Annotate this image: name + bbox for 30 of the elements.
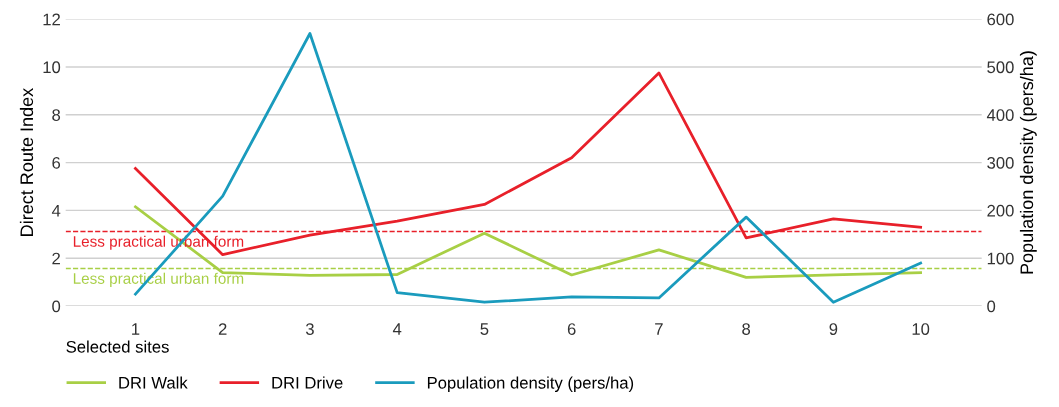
y2-tick-label: 500 [987,61,1014,74]
y2-tick-label: 300 [987,157,1014,169]
y-tick-label: 4 [51,204,61,217]
legend-label: Population density (pers/ha) [427,376,634,392]
y-tick-label: 8 [52,109,61,121]
x-tick-label: 8 [742,323,751,335]
x-tick-label: 4 [392,323,402,335]
y2-tick-label: 400 [986,109,1014,121]
x-tick-label: 10 [912,323,930,335]
y-axis-title: Direct Route Index [19,88,34,236]
y2-axis-title: Population density (pers/ha) [1019,51,1037,274]
x-tick-label: 6 [567,323,576,335]
y2-tick-label: 100 [987,252,1014,265]
legend-label: DRI Drive [272,376,343,389]
y2-tick-label: 600 [987,13,1014,26]
x-tick-label: 5 [480,323,489,335]
y-tick-label: 12 [43,13,60,26]
y2-tick-label: 0 [987,300,996,313]
x-tick-label: 1 [132,323,140,335]
x-tick-label: 3 [305,323,314,335]
legend-label: DRI Walk [119,376,188,389]
y2-tick-label: 200 [987,204,1014,217]
y-tick-label: 2 [52,252,60,265]
y-tick-label: 0 [52,300,61,313]
x-tick-label: 9 [829,323,838,335]
y-tick-label: 10 [43,61,61,74]
x-tick-label: 2 [218,323,227,335]
x-tick-label: 7 [655,323,663,335]
y-tick-label: 6 [52,157,61,169]
x-axis-title: Selected sites [66,340,169,353]
